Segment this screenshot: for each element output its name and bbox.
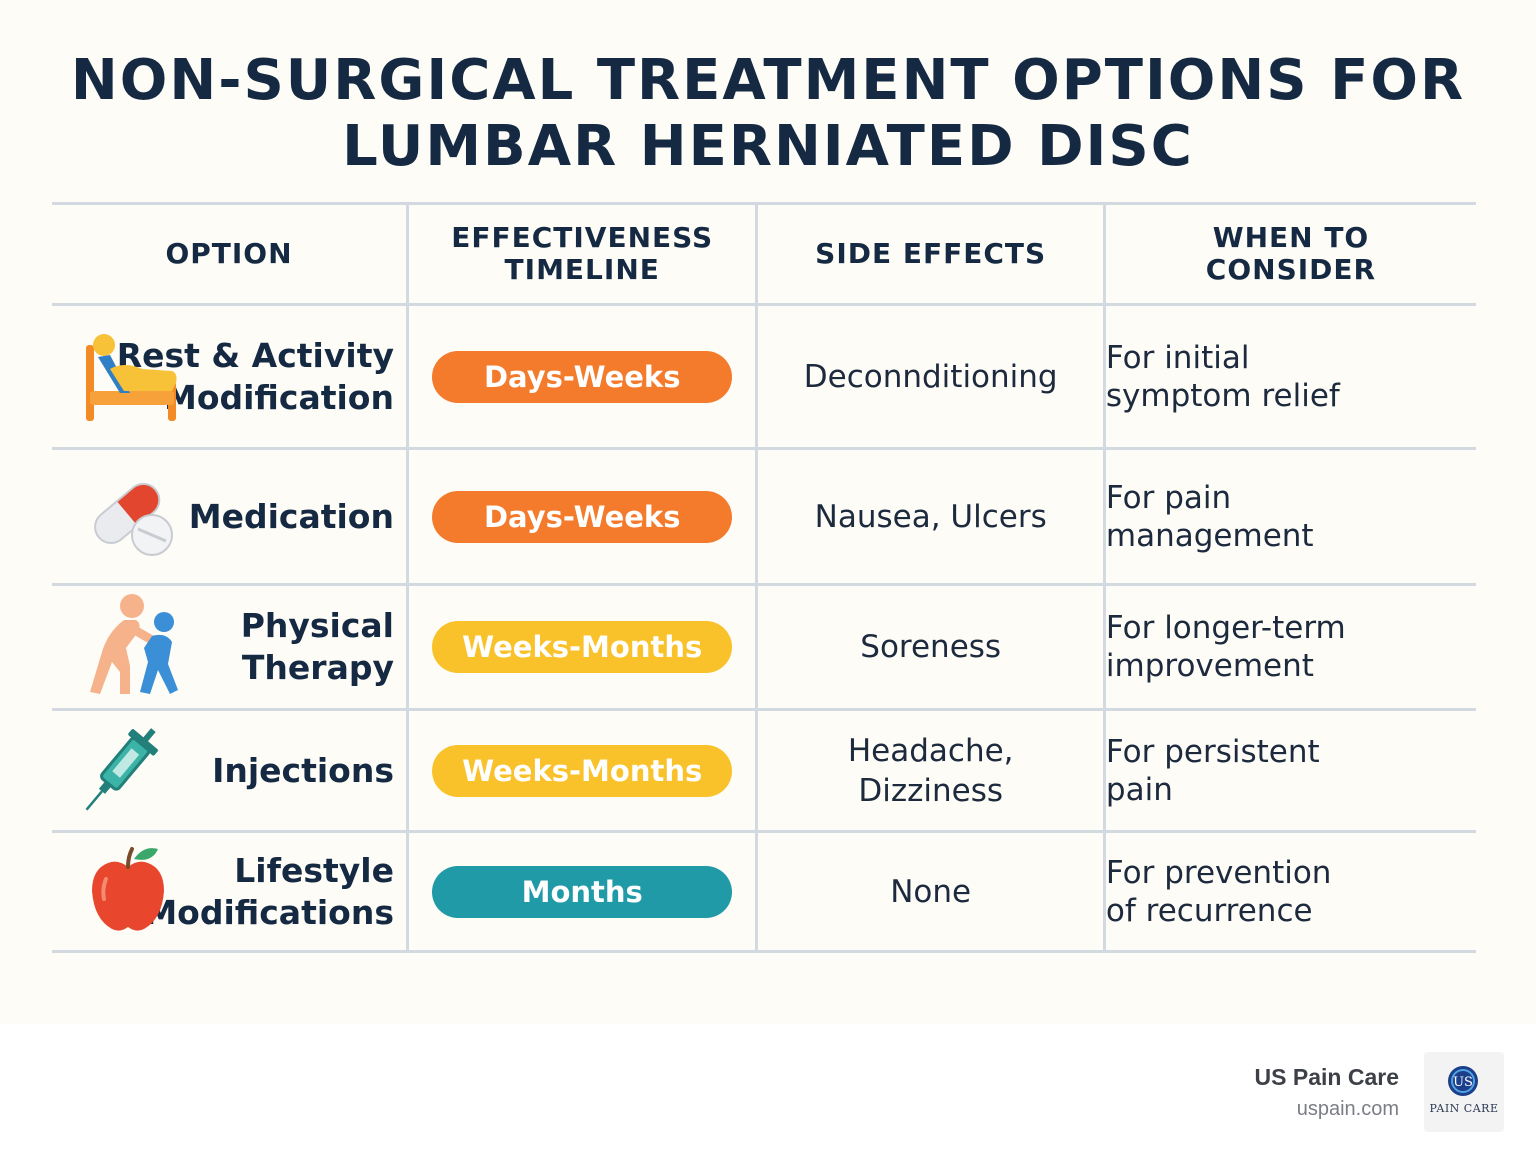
option-cell: Medication (52, 447, 408, 586)
side-effects-cell: Nausea, Ulcers (755, 447, 1105, 586)
when-line: of recurrence (1105, 892, 1313, 929)
option-line: Therapy (241, 648, 394, 687)
timeline-cell: Days-Weeks (405, 303, 757, 450)
when-line: improvement (1105, 648, 1314, 684)
side-effects-line: Dizziness (858, 772, 1004, 809)
when-line: symptom relief (1105, 377, 1340, 414)
table-row: Physical Therapy Weeks-Months Soreness F… (52, 583, 1476, 711)
header-timeline-line-1: EFFECTIVENESS (451, 221, 714, 254)
option-cell: Physical Therapy (52, 583, 408, 711)
timeline-badge: Weeks-Months (432, 744, 733, 797)
option-line: Rest & Activity (116, 335, 394, 375)
when-line: For pain (1105, 479, 1232, 516)
table-row: Injections Weeks-Months Headache, Dizzin… (52, 708, 1476, 833)
header-side-effects: SIDE EFFECTS (755, 202, 1105, 306)
side-effects-cell: Headache, Dizziness (755, 708, 1105, 833)
when-line: management (1105, 517, 1314, 554)
option-label: Medication (52, 496, 406, 538)
option-cell: Rest & Activity Modification (52, 303, 408, 450)
table-row: Rest & Activity Modification Days-Weeks … (52, 303, 1476, 450)
logo-text: PAIN CARE (1429, 1102, 1499, 1115)
when-line: For initial (1105, 339, 1250, 376)
header-timeline: EFFECTIVENESS TIMELINE (405, 202, 757, 306)
header-when-line-2: CONSIDER (1205, 253, 1377, 286)
when-line: pain (1105, 771, 1173, 808)
option-cell: Lifestyle Modifications (52, 830, 408, 953)
title-line-1: NON-SURGICAL TREATMENT OPTIONS FOR (70, 48, 1466, 113)
syringe-icon (80, 719, 164, 823)
treatment-table: OPTION EFFECTIVENESS TIMELINE SIDE EFFEC… (52, 202, 1476, 953)
footer-brand: US Pain Care (1254, 1064, 1399, 1090)
timeline-badge: Days-Weeks (432, 350, 733, 403)
title-line-2: LUMBAR HERNIATED DISC (342, 114, 1194, 179)
option-label: Injections (52, 750, 406, 792)
side-effects-line: None (890, 873, 972, 910)
timeline-badge: Months (432, 865, 733, 918)
when-cell: For persistent pain (1102, 708, 1476, 833)
timeline-cell: Weeks-Months (405, 583, 757, 711)
side-effects-line: Deconnditioning (803, 358, 1058, 395)
timeline-cell: Days-Weeks (405, 447, 757, 586)
side-effects-cell: None (755, 830, 1105, 953)
option-line: Modification (163, 377, 394, 417)
option-cell: Injections (52, 708, 408, 833)
timeline-badge: Weeks-Months (432, 621, 733, 673)
when-cell: For pain management (1102, 447, 1476, 586)
us-logo-mark: US (1448, 1066, 1478, 1096)
physical-therapy-icon (80, 592, 184, 702)
option-line: Lifestyle (234, 850, 394, 890)
when-line: For prevention (1105, 854, 1332, 891)
option-line: Medication (188, 496, 394, 536)
option-line: Modifications (144, 892, 394, 932)
header-when: WHEN TO CONSIDER (1102, 202, 1476, 306)
option-label: Lifestyle Modifications (52, 850, 406, 934)
table-row: Lifestyle Modifications Months None For … (52, 830, 1476, 953)
timeline-cell: Weeks-Months (405, 708, 757, 833)
side-effects-line: Soreness (860, 629, 1002, 665)
pill-icon (80, 469, 180, 565)
apple-icon (88, 845, 168, 939)
brand-logo: US PAIN CARE (1424, 1052, 1504, 1132)
when-cell: For initial symptom relief (1102, 303, 1476, 450)
option-line: Physical (240, 606, 394, 645)
side-effects-line: Nausea, Ulcers (814, 498, 1047, 535)
footer-url[interactable]: uspain.com (1296, 1098, 1399, 1120)
side-effects-line: Headache, (847, 732, 1014, 769)
header-timeline-line-2: TIMELINE (504, 253, 660, 286)
header-option: OPTION (52, 202, 408, 306)
header-when-line-1: WHEN TO (1212, 221, 1370, 254)
side-effects-cell: Deconnditioning (755, 303, 1105, 450)
timeline-badge: Days-Weeks (432, 490, 733, 543)
when-line: For longer-term (1105, 610, 1346, 646)
timeline-cell: Months (405, 830, 757, 953)
page-title: NON-SURGICAL TREATMENT OPTIONS FOR LUMBA… (0, 48, 1536, 180)
svg-text:US: US (1453, 1075, 1473, 1090)
header-row: OPTION EFFECTIVENESS TIMELINE SIDE EFFEC… (52, 202, 1476, 306)
bed-rest-icon (80, 325, 180, 429)
when-cell: For longer-term improvement (1102, 583, 1476, 711)
when-cell: For prevention of recurrence (1102, 830, 1476, 953)
side-effects-cell: Soreness (755, 583, 1105, 711)
option-line: Injections (212, 750, 394, 790)
option-label: Physical Therapy (52, 605, 406, 689)
option-label: Rest & Activity Modification (52, 335, 406, 419)
table-row: Medication Days-Weeks Nausea, Ulcers For… (52, 447, 1476, 586)
when-line: For persistent (1105, 733, 1320, 770)
